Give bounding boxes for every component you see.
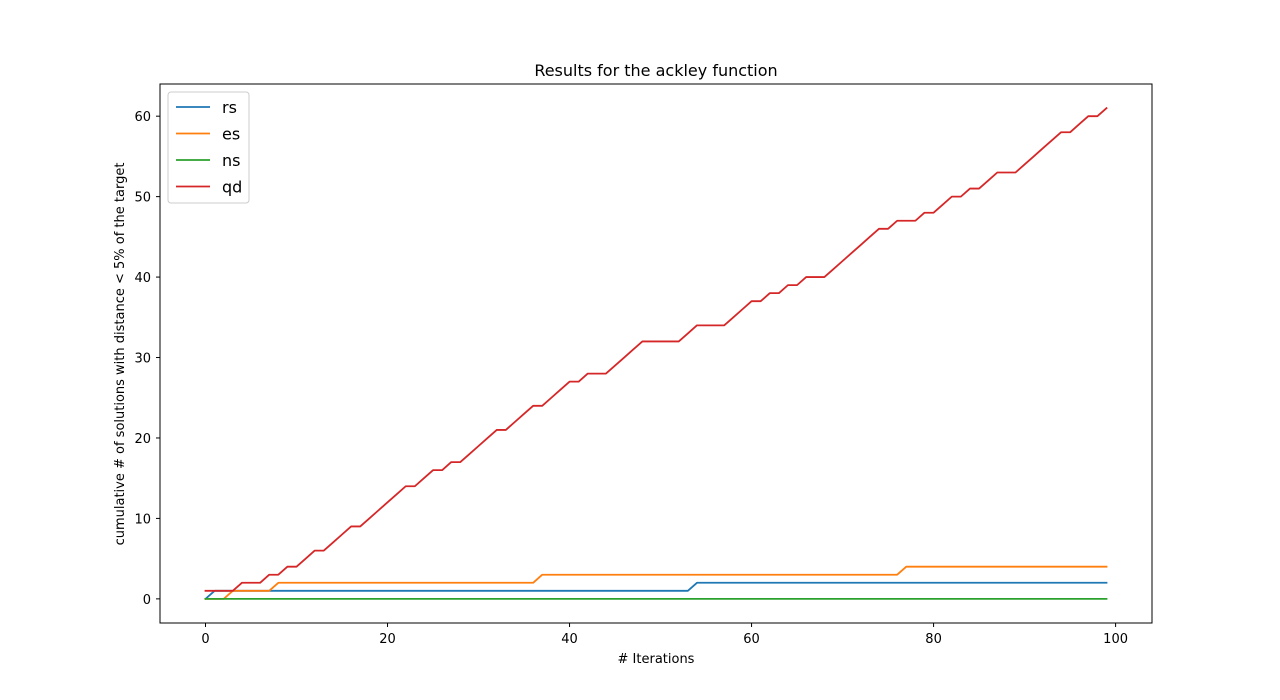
legend-label-ns: ns [222,151,240,170]
y-tick-label: 10 [134,512,151,527]
series-line-rs [204,581,1108,601]
x-tick-label: 60 [743,632,760,647]
series-line-qd [204,106,1108,592]
chart-title: Results for the ackley function [534,61,777,80]
y-tick-label: 50 [134,191,151,206]
x-tick-label: 20 [379,632,396,647]
legend-label-es: es [222,125,240,144]
x-tick-label: 0 [201,632,209,647]
legend: rs es ns qd [167,91,250,204]
x-tick-label: 100 [1103,632,1128,647]
legend-box [167,91,250,204]
y-tick-label: 30 [134,352,151,367]
plot-area: 0 20 40 60 80 100 0 10 20 30 40 50 60 [134,83,1153,647]
series-line-es [204,565,1108,600]
y-tick-label: 40 [134,271,151,286]
x-tick-label: 40 [561,632,578,647]
axes-frame [159,83,1153,624]
x-axis-label: # Iterations [618,652,695,667]
y-tick-label: 20 [134,432,151,447]
legend-label-qd: qd [222,178,242,197]
y-axis-label: cumulative # of solutions with distance … [113,163,128,546]
x-tick-label: 80 [925,632,942,647]
legend-label-rs: rs [222,98,237,117]
y-tick-label: 0 [143,593,151,608]
y-tick-label: 60 [134,110,151,125]
